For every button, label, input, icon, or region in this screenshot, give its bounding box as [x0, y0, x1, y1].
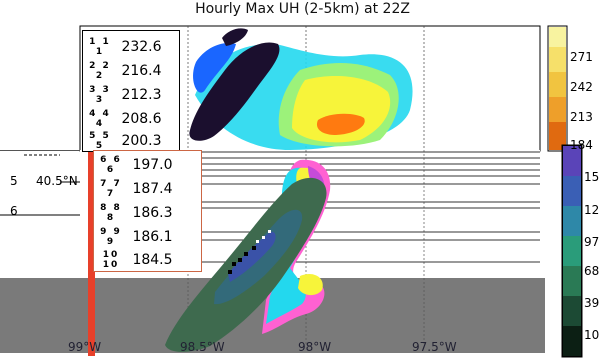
track-marker: [228, 270, 232, 274]
map-title: Hourly Max UH (2-5km) at 22Z: [195, 1, 410, 17]
legend-item: 2 2 2 216.4: [83, 61, 162, 81]
colorbar-upper: [547, 25, 568, 152]
legend-item: 8 8 8 186.3: [94, 203, 173, 223]
lon-label: 97.5°W: [412, 340, 457, 354]
colorbar-tick-label: 10: [584, 328, 600, 342]
lower-left-line: [0, 150, 80, 151]
legend-item: 6 6 6 197.0: [94, 155, 173, 175]
colorbar-tick-label: 39: [584, 296, 600, 310]
track-marker: [238, 258, 242, 262]
legend-item: 7 7 7 187.4: [94, 179, 173, 199]
legend-marker: 10 10: [102, 250, 120, 270]
lat-label: 5: [10, 174, 18, 188]
colorbar-tick-label: 213: [570, 110, 593, 124]
track-marker: [256, 240, 259, 243]
legend-value: 208.6: [121, 111, 162, 127]
track-marker: [252, 246, 256, 250]
legend-marker: 6 6 6: [100, 155, 122, 175]
lon-label: 98.5°W: [180, 340, 225, 354]
colorbar-lower: [561, 144, 583, 358]
legend-value: 216.4: [121, 63, 162, 79]
legend-item: 3 3 3 212.3: [83, 85, 162, 105]
uh-track-markers: [228, 230, 271, 274]
lat-label: 40.5°N: [36, 174, 78, 188]
legend-marker: 8 8 8: [100, 203, 122, 223]
colorbar-tick-label: 68: [584, 264, 600, 278]
legend-item: 5 5 5 200.3: [83, 131, 162, 151]
swath-blue-upper: [193, 42, 236, 93]
legend-marker: 9 9 9: [100, 227, 122, 247]
lat-label: 6: [10, 204, 18, 218]
legend-top: 1 1 1 232.6 2 2 2 216.4 3 3 3 212.3 4 4 …: [82, 30, 180, 152]
legend-marker: 5 5 5: [89, 131, 111, 151]
track-marker: [244, 252, 248, 256]
legend-item: 4 4 4 208.6: [83, 109, 162, 129]
legend-value: 212.3: [121, 87, 162, 103]
swath-orange-upper: [316, 113, 365, 135]
colorbar-tick-label: 184: [570, 138, 593, 152]
legend-item: 10 10 184.5: [94, 250, 173, 270]
storm-core-upper: [189, 42, 280, 141]
legend-item: 1 1 1 232.6: [83, 37, 162, 57]
left-red-strip: [88, 148, 95, 356]
lon-label: 98°W: [298, 340, 332, 354]
track-marker: [232, 262, 236, 266]
colorbar-tick-label: 12: [584, 203, 600, 217]
lon-label: 99°W: [68, 340, 102, 354]
track-marker: [268, 230, 271, 233]
colorbar-tick-label: 242: [570, 80, 593, 94]
colorbar-tick-label: 271: [570, 50, 593, 64]
legend-marker: 7 7 7: [100, 179, 122, 199]
legend-value: 200.3: [121, 133, 162, 149]
legend-value: 232.6: [121, 39, 162, 55]
colorbar-tick-label: 97: [584, 235, 600, 249]
legend-marker: 2 2 2: [89, 61, 111, 81]
legend-marker: 4 4 4: [89, 109, 111, 129]
legend-marker: 3 3 3: [89, 85, 111, 105]
legend-marker: 1 1 1: [89, 37, 111, 57]
legend-value: 187.4: [132, 181, 173, 197]
legend-bottom: 6 6 6 197.0 7 7 7 187.4 8 8 8 186.3 9 9 …: [93, 150, 202, 272]
swath-yellow-lower-2: [298, 273, 323, 296]
legend-value: 186.1: [132, 229, 173, 245]
swath-blue-lower: [228, 231, 276, 282]
legend-item: 9 9 9 186.1: [94, 227, 173, 247]
legend-value: 197.0: [132, 157, 173, 173]
legend-value: 184.5: [132, 252, 173, 268]
swath-yellow-upper: [292, 76, 391, 143]
track-marker: [262, 236, 265, 239]
colorbar-tick-label: 15: [584, 170, 600, 184]
storm-core-upper-top: [222, 28, 248, 46]
legend-value: 186.3: [132, 205, 173, 221]
